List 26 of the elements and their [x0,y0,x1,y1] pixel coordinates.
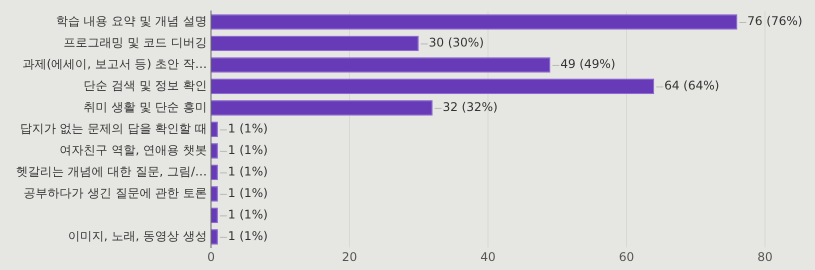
y-tick-label: 공부하다가 생긴 질문에 관한 토론 [24,186,207,200]
data-label: 49 (49%) [560,57,616,72]
y-tick-label: 프로그래밍 및 코드 디버깅 [64,36,207,50]
y-tick-label: 이미지, 노래, 동영상 생성 [68,228,207,243]
y-tick-label: 취미 생활 및 단순 흥미 [84,100,207,114]
x-tick-label: 40 [480,250,496,264]
x-tick-label: 60 [618,250,634,264]
data-label: 1 (1%) [228,186,268,200]
data-label: 1 (1%) [228,228,268,243]
data-label: 32 (32%) [442,100,498,114]
y-tick-label: 단순 검색 및 정보 확인 [84,78,207,93]
y-tick-label: 답지가 없는 문제의 답을 확인할 때 [20,122,207,136]
data-label: 76 (76%) [747,14,802,28]
x-tick-label: 80 [757,250,773,264]
data-label: 1 (1%) [228,143,268,158]
y-tick-label: 과제(에세이, 보고서 등) 초안 작… [22,57,207,72]
x-tick-label: 0 [207,250,215,264]
y-tick-label: 학습 내용 요약 및 개념 설명 [56,14,207,28]
data-label: 30 (30%) [428,36,484,50]
data-label: 1 (1%) [228,122,268,136]
data-label: 1 (1%) [228,207,268,222]
data-label: 1 (1%) [228,164,268,179]
data-label: 64 (64%) [664,78,720,93]
y-tick-label: 여자친구 역할, 연애용 챗봇 [60,143,207,158]
y-tick-label: 헷갈리는 개념에 대한 질문, 그림/… [16,164,207,179]
x-tick-label: 20 [342,250,358,264]
